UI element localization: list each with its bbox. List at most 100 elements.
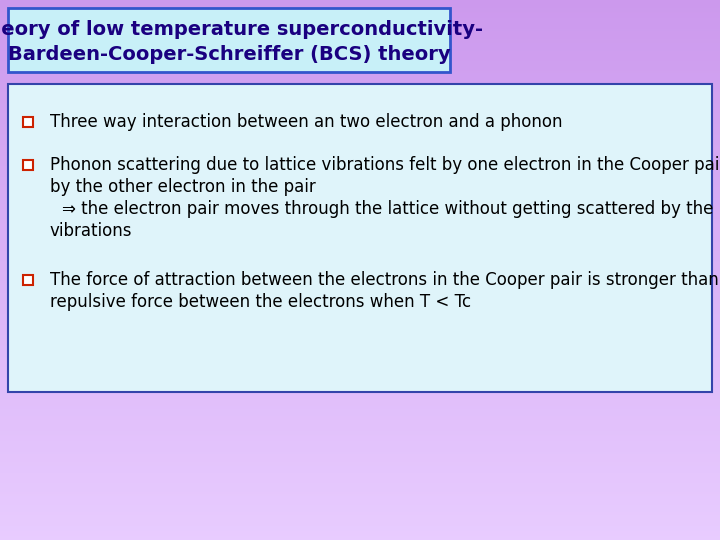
Bar (0, 535, 720, 536)
Bar (0, 268, 720, 269)
Bar (0, 195, 720, 196)
Bar (0, 246, 720, 247)
Bar (0, 20, 720, 21)
Bar (0, 370, 720, 371)
Bar (0, 192, 720, 193)
Bar (0, 477, 720, 478)
Bar (0, 57, 720, 58)
Bar (0, 362, 720, 363)
Bar (0, 270, 720, 271)
Bar (0, 501, 720, 502)
Bar (0, 502, 720, 503)
Bar (0, 200, 720, 201)
FancyBboxPatch shape (8, 8, 450, 72)
Bar (0, 94, 720, 95)
Bar (0, 325, 720, 326)
Bar (0, 393, 720, 394)
Bar (0, 239, 720, 240)
Bar (0, 61, 720, 62)
Bar (0, 369, 720, 370)
Bar (0, 99, 720, 100)
Bar (0, 102, 720, 103)
Bar (0, 263, 720, 264)
Bar (0, 120, 720, 121)
Bar (0, 344, 720, 345)
Bar (0, 283, 720, 284)
Bar (0, 255, 720, 256)
Bar (0, 261, 720, 262)
Bar (0, 85, 720, 86)
Bar (0, 60, 720, 61)
Bar (0, 533, 720, 534)
Bar (0, 407, 720, 408)
Bar (0, 264, 720, 265)
Bar (0, 176, 720, 177)
Bar (0, 46, 720, 47)
Bar (0, 2, 720, 3)
Bar (0, 392, 720, 393)
Bar (0, 475, 720, 476)
Bar (0, 265, 720, 266)
Bar (0, 3, 720, 4)
Bar (0, 435, 720, 436)
Bar (0, 45, 720, 46)
Bar (0, 63, 720, 64)
Bar (0, 448, 720, 449)
Bar (0, 29, 720, 30)
Bar (0, 175, 720, 176)
Bar (0, 178, 720, 179)
Bar (0, 302, 720, 303)
Bar (0, 529, 720, 530)
Bar (0, 332, 720, 333)
Bar (0, 210, 720, 211)
Bar (0, 140, 720, 141)
Bar (0, 244, 720, 245)
Bar (0, 148, 720, 149)
Bar (0, 340, 720, 341)
Bar (0, 97, 720, 98)
Bar (0, 16, 720, 17)
Bar (0, 197, 720, 198)
Bar (0, 488, 720, 489)
Bar (0, 257, 720, 258)
Bar (0, 434, 720, 435)
Bar (0, 297, 720, 298)
Bar (0, 508, 720, 509)
Bar (0, 532, 720, 533)
Bar (0, 48, 720, 49)
Bar (0, 372, 720, 373)
Bar (0, 327, 720, 328)
FancyBboxPatch shape (23, 117, 33, 127)
Bar (0, 225, 720, 226)
Bar (0, 147, 720, 148)
Bar (0, 9, 720, 10)
Bar (0, 8, 720, 9)
Bar (0, 145, 720, 146)
Bar (0, 500, 720, 501)
Bar (0, 70, 720, 71)
Bar (0, 77, 720, 78)
Bar (0, 444, 720, 445)
Bar (0, 346, 720, 347)
Bar (0, 279, 720, 280)
Bar (0, 313, 720, 314)
Bar (0, 423, 720, 424)
Bar (0, 421, 720, 422)
Bar (0, 109, 720, 110)
Bar (0, 201, 720, 202)
Bar (0, 276, 720, 277)
Bar (0, 484, 720, 485)
Bar (0, 219, 720, 220)
Bar (0, 218, 720, 219)
Bar (0, 271, 720, 272)
Bar (0, 530, 720, 531)
Bar (0, 150, 720, 151)
Bar (0, 356, 720, 357)
Bar (0, 12, 720, 13)
Bar (0, 184, 720, 185)
Bar (0, 128, 720, 129)
Bar (0, 80, 720, 81)
Bar (0, 511, 720, 512)
Bar (0, 437, 720, 438)
Bar (0, 433, 720, 434)
